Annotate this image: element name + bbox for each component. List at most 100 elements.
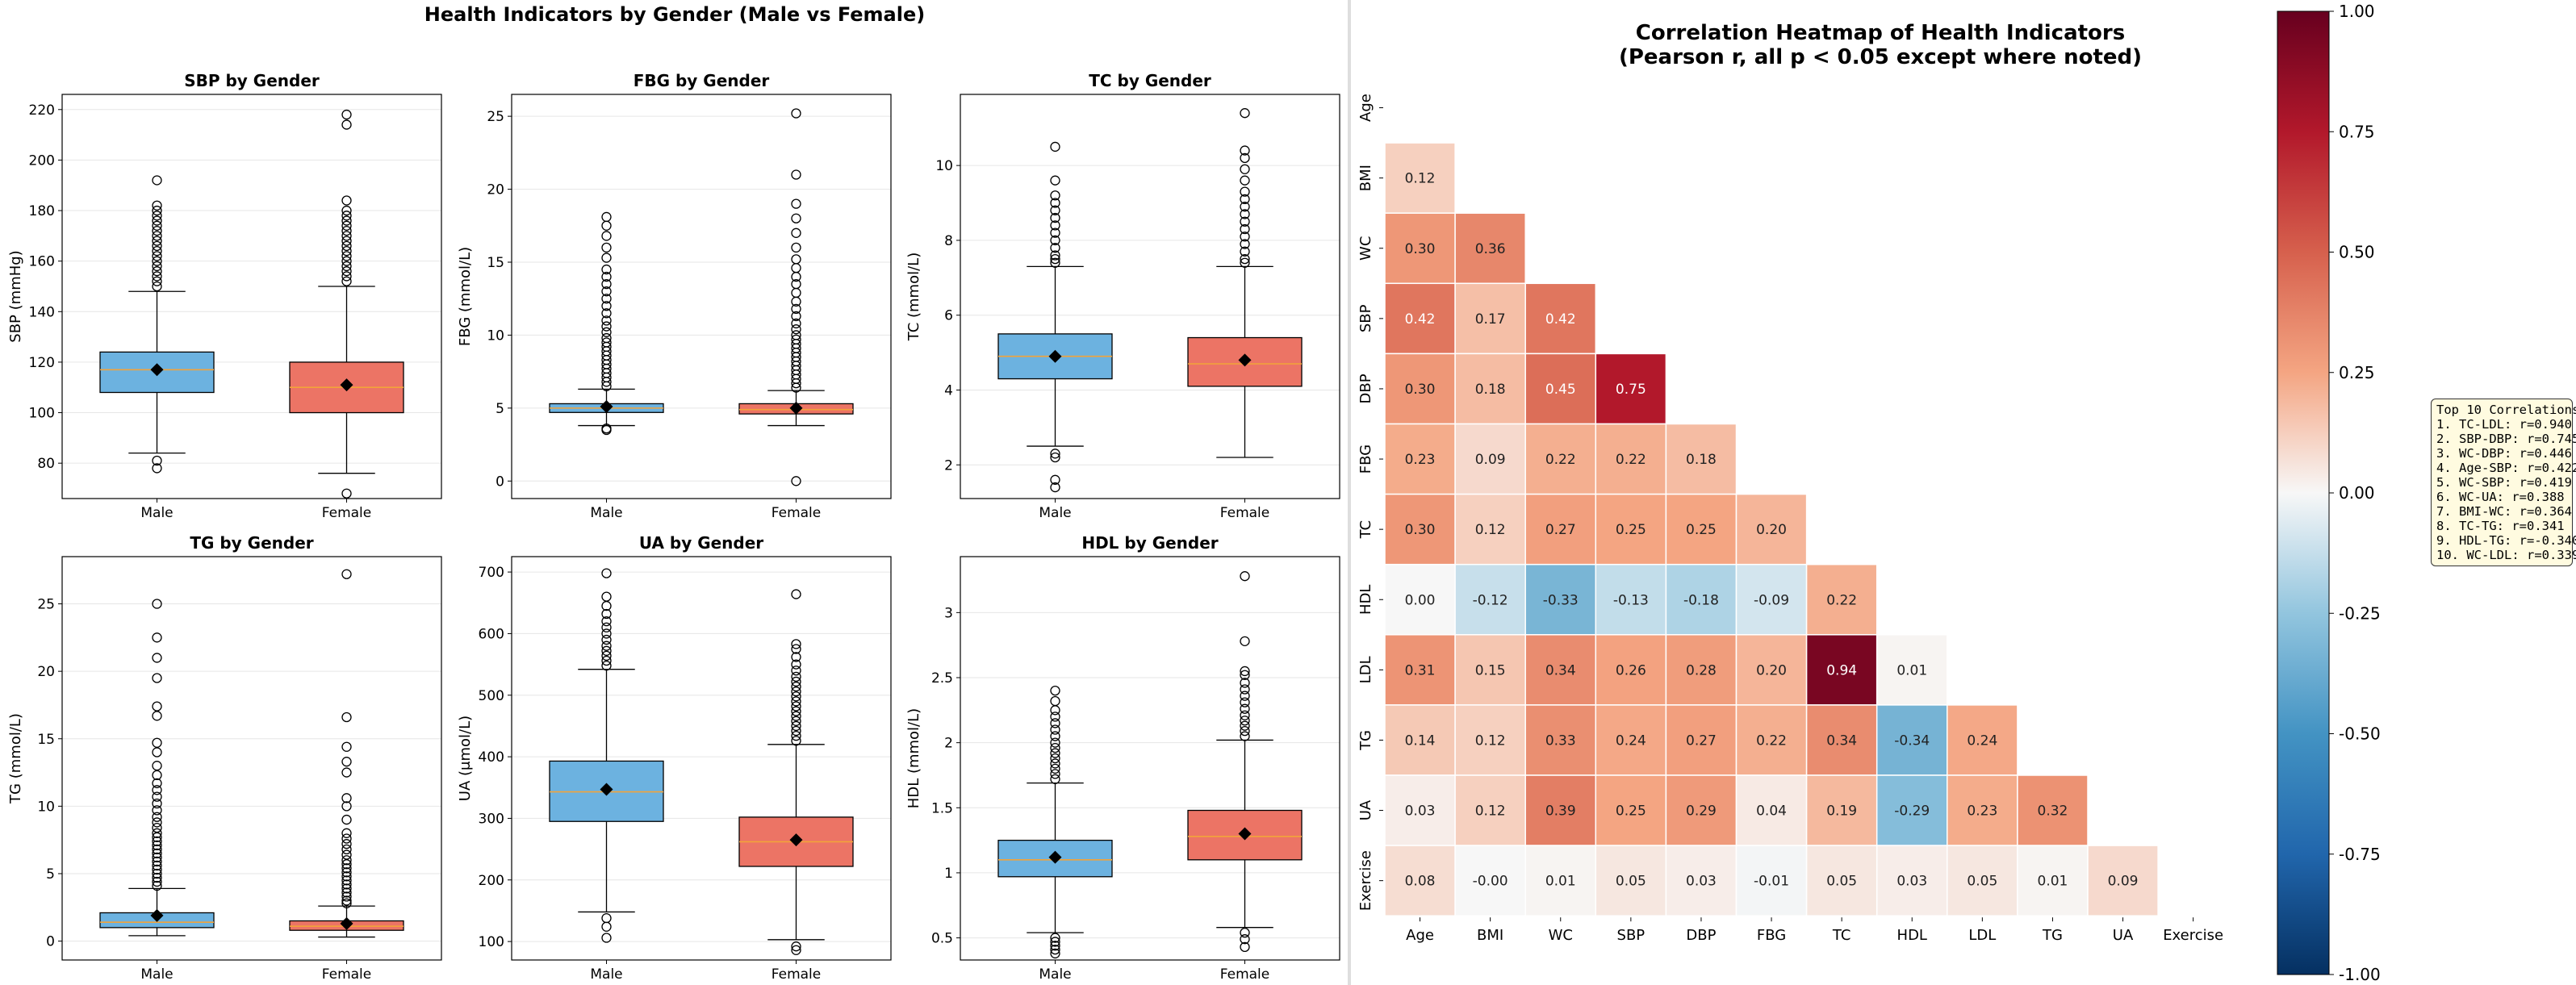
outlier-point	[152, 770, 162, 781]
y-axis-label: FBG (mmol/L)	[457, 247, 474, 346]
top-correlation-item: 9. HDL-TG: r=-0.340	[2436, 533, 2576, 548]
box-male	[997, 685, 1113, 959]
outlier-point	[1050, 753, 1060, 764]
outlier-point	[601, 591, 612, 602]
outlier-point	[1050, 452, 1060, 463]
outlier-point	[791, 720, 801, 732]
outlier-point	[152, 231, 162, 241]
y-tick-label: 100	[479, 934, 504, 950]
outlier-point	[791, 725, 801, 737]
heatmap-cell	[1524, 845, 1597, 916]
outlier-point	[341, 195, 352, 206]
outlier-point	[1050, 763, 1060, 774]
heatmap-cell-value: 0.42	[1545, 311, 1576, 328]
heatmap-cell	[1524, 353, 1597, 425]
outlier-point	[601, 616, 612, 627]
outlier-point	[791, 671, 801, 682]
y-tick-label: 180	[29, 203, 55, 219]
plot-frame	[960, 94, 1340, 499]
iqr-box	[1187, 809, 1303, 861]
y-tick-label: 1.5	[931, 800, 953, 816]
outlier-point	[791, 169, 801, 180]
outlier-point	[341, 875, 352, 886]
heatmap-cell-value: 0.05	[1967, 874, 1997, 890]
heatmap-cell	[1735, 774, 1808, 846]
x-tick-label: Male	[1039, 505, 1071, 521]
y-tick-label: 10	[935, 158, 953, 174]
outlier-point	[1240, 941, 1250, 953]
boxplot-panel-hdl: Male Female 0.5 1 1.5 2 2.5 3 HDL by Gender HDL (…	[905, 533, 1340, 983]
outlier-point	[1050, 769, 1060, 779]
outlier-point	[341, 266, 352, 277]
outlier-point	[791, 589, 801, 599]
outlier-point	[152, 848, 162, 859]
y-tick-label: 25	[37, 597, 55, 613]
outlier-point	[1240, 232, 1250, 242]
outlier-point	[1050, 737, 1060, 748]
heatmap-cell	[1595, 845, 1667, 916]
y-tick-label: 500	[479, 688, 504, 704]
outlier-point	[1050, 774, 1060, 784]
heatmap-cell	[1454, 704, 1526, 776]
outlier-point	[1050, 175, 1060, 186]
boxplot-panel-sbp: Male Female 80 100 120 140 160 180 200 220 SBP by …	[7, 71, 442, 521]
heatmap-row-label: TG	[1357, 730, 1374, 751]
heatmap-cell-value: 0.42	[1405, 311, 1436, 328]
heatmap-cell	[1524, 634, 1597, 706]
heatmap-cell-value: 0.94	[1826, 662, 1857, 678]
heatmap-cell-value: 0.17	[1475, 311, 1506, 328]
outlier-point	[1240, 202, 1250, 212]
heatmap-title-line-1: Correlation Heatmap of Health Indicators	[1635, 21, 2126, 45]
heatmap-cell	[1595, 704, 1667, 776]
heatmap-cell-value: 0.03	[1686, 874, 1717, 890]
heatmap-row-label: BMI	[1357, 165, 1374, 191]
outlier-point	[152, 271, 162, 282]
outlier-point	[341, 211, 352, 221]
outlier-point	[1240, 691, 1250, 701]
mean-marker	[1238, 827, 1252, 841]
heatmap-cell	[1876, 774, 1948, 846]
outlier-point	[152, 225, 162, 236]
outlier-point	[1050, 198, 1060, 208]
y-tick-label: 1	[944, 866, 953, 882]
outlier-point	[1050, 190, 1060, 201]
box-female	[1187, 108, 1303, 458]
box-female	[289, 109, 404, 499]
outlier-point	[341, 767, 352, 778]
heatmap-cell	[1947, 845, 2018, 916]
heatmap-cell-value: 0.04	[1756, 803, 1787, 820]
y-tick-label: 160	[29, 254, 55, 270]
boxplot-panel-fbg: Male Female 0 5 10 15 20 25 FBG by Gender FBG (mm…	[457, 71, 892, 521]
outlier-point	[152, 245, 162, 257]
outlier-point	[791, 318, 801, 329]
outlier-point	[341, 569, 352, 579]
top-correlations-title: Top 10 Correlations:	[2436, 403, 2576, 417]
heatmap-cell-value: 0.29	[1686, 803, 1717, 820]
top-correlation-item: 5. WC-SBP: r=0.419	[2436, 475, 2572, 490]
colorbar-tick-label: 0.50	[2339, 243, 2375, 262]
y-tick-label: 2	[944, 457, 953, 474]
box-male	[549, 568, 664, 943]
heatmap-cell	[1665, 704, 1738, 776]
outlier-point	[152, 876, 162, 887]
outlier-point	[341, 801, 352, 812]
heatmap-cell-value: 0.00	[1405, 592, 1436, 608]
y-axis-label: UA (μmol/L)	[457, 716, 474, 801]
outlier-point	[1240, 678, 1250, 688]
y-tick-label: 20	[37, 664, 55, 680]
y-tick-label: 2.5	[931, 670, 953, 687]
box-female	[738, 108, 854, 486]
heatmap-row-label: HDL	[1357, 585, 1374, 615]
heatmap-cell-value: -0.13	[1613, 592, 1649, 608]
heatmap-cell-value: 0.25	[1686, 522, 1717, 538]
outlier-point	[791, 227, 801, 238]
outlier-point	[1240, 223, 1250, 235]
outlier-point	[1240, 670, 1250, 680]
outlier-point	[1050, 253, 1060, 265]
top-correlation-item: 10. WC-LDL: r=0.339	[2436, 548, 2576, 562]
outlier-point	[341, 215, 352, 226]
outlier-point	[601, 315, 612, 326]
outlier-point	[341, 898, 352, 908]
y-tick-label: 200	[479, 873, 504, 889]
